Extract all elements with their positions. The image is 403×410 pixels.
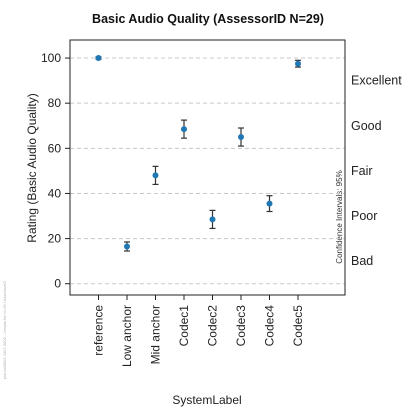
data-point — [124, 243, 130, 250]
x-tick-label: Mid anchor — [149, 305, 163, 364]
x-tick-label: Low anchor — [120, 305, 134, 367]
y-tick-label: 100 — [41, 51, 61, 65]
y-tick-label: 40 — [48, 186, 62, 200]
plot-area: 0 20 40 60 80 100 reference Low anchor Mid ancho… — [41, 39, 402, 367]
quality-scale-label: Good — [351, 119, 382, 133]
x-axis-label: SystemLabel — [172, 393, 241, 407]
x-tick-label: Codec5 — [291, 305, 305, 347]
confidence-interval-note: Confidence Intervals: 95% — [335, 170, 344, 263]
data-point — [295, 60, 301, 67]
side-note: plot id#8003 2007-0000 ...results for N=… — [2, 281, 7, 380]
data-point — [95, 55, 102, 62]
data-point — [266, 200, 273, 207]
data-point — [209, 216, 216, 223]
quality-scale-label: Poor — [351, 209, 377, 223]
x-tick-label: Codec2 — [206, 305, 220, 347]
data-point — [238, 134, 244, 141]
y-tick-label: 80 — [48, 96, 62, 110]
chart-title: Basic Audio Quality (AssessorID N=29) — [92, 12, 324, 26]
quality-scale-label: Bad — [351, 254, 373, 268]
y-axis-label: Rating (Basic Audio Quality) — [25, 93, 39, 242]
x-tick-label: Codec1 — [177, 305, 191, 347]
y-tick-label: 0 — [54, 277, 61, 291]
plot-frame — [69, 39, 346, 296]
y-tick-label: 20 — [48, 232, 62, 246]
x-tick-label: reference — [92, 305, 106, 356]
quality-scale-label: Fair — [351, 164, 373, 178]
x-tick-label: Codec3 — [234, 305, 248, 347]
x-tick-label: Codec4 — [263, 305, 277, 347]
data-point — [152, 172, 159, 179]
quality-scale-label: Excellent — [351, 74, 402, 88]
y-tick-label: 60 — [48, 141, 62, 155]
data-point — [181, 126, 187, 133]
